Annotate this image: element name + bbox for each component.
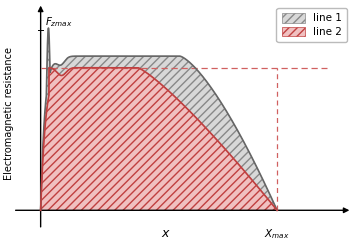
Text: $X_{max}$: $X_{max}$ — [264, 227, 290, 241]
Text: $x$: $x$ — [161, 227, 171, 240]
Text: Electromagnetic resistance: Electromagnetic resistance — [4, 47, 13, 180]
Text: $F_{zmax}$: $F_{zmax}$ — [45, 15, 72, 29]
Legend: line 1, line 2: line 1, line 2 — [277, 8, 347, 42]
